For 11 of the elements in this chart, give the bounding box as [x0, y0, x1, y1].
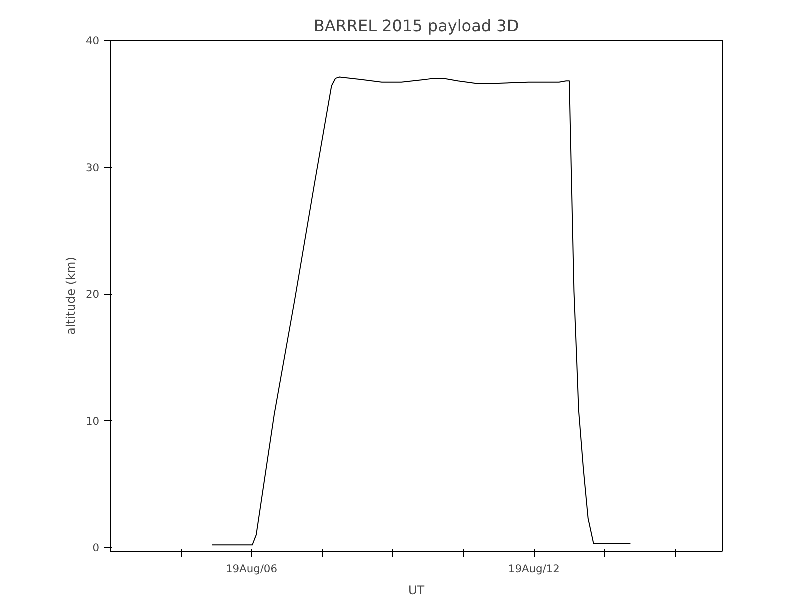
chart-title: BARREL 2015 payload 3D [314, 16, 520, 36]
x-tick-label: 19Aug/12 [508, 562, 560, 576]
y-axis-title: altitude (km) [64, 257, 78, 335]
line-series [212, 76, 632, 546]
y-tick-label: 30 [86, 161, 100, 174]
x-axis-title: UT [408, 584, 426, 598]
y-tick-label: 20 [86, 288, 100, 302]
y-tick-label: 40 [86, 34, 100, 48]
x-tick-label: 19Aug/06 [226, 562, 278, 576]
y-tick-label: 10 [86, 414, 100, 428]
y-tick-label: 0 [92, 542, 100, 555]
